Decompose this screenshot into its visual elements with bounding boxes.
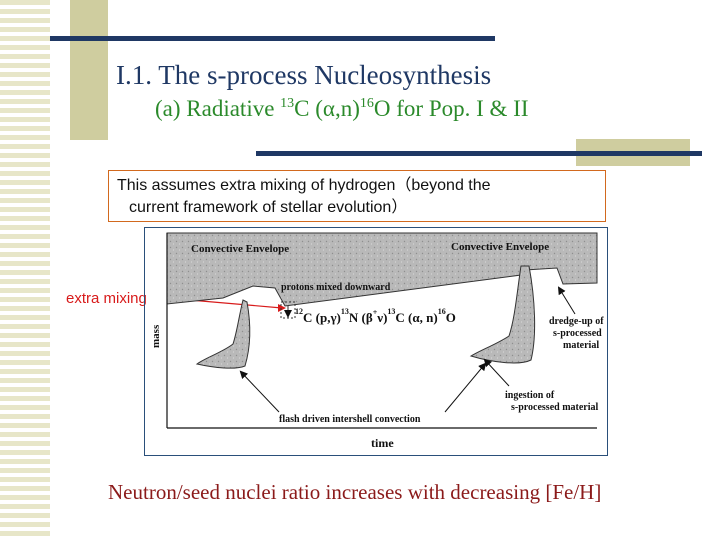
label-dredge-line-1: dredge-up of (549, 316, 604, 327)
flash-arrow-left (239, 370, 280, 413)
y-axis-label: mass (150, 324, 162, 348)
label-protons-mixed: protons mixed downward (281, 282, 391, 293)
dredge-arrow (557, 286, 576, 315)
s-process-diagram: Convective Envelope Convective Envelope … (144, 227, 608, 456)
label-convective-envelope-left: Convective Envelope (191, 243, 289, 255)
label-convective-envelope-right: Convective Envelope (451, 241, 549, 253)
striped-side-decoration (0, 0, 50, 540)
extra-mixing-label: extra mixing (66, 290, 147, 307)
navy-rule-top (50, 36, 495, 41)
navy-rule-mid (256, 151, 702, 156)
label-ingestion-line-2: s-processed material (511, 402, 599, 413)
label-dredge-line-3: material (563, 340, 599, 351)
slide-subtitle: (a) Radiative 13C (α,n)16O for Pop. I & … (155, 96, 529, 121)
note-line-1: This assumes extra mixing of hydrogen（be… (117, 177, 491, 194)
intershell-convection-left (195, 299, 251, 369)
bottom-conclusion: Neutron/seed nuclei ratio increases with… (108, 480, 602, 504)
proton-pocket-box (280, 301, 296, 319)
intershell-convection-right (469, 265, 536, 364)
khaki-accent-block-top (70, 0, 108, 140)
label-ingestion-line-1: ingestion of (505, 390, 555, 401)
label-dredge-line-2: s-processed (553, 328, 602, 339)
note-line-2: current framework of stellar evolution） (129, 199, 408, 216)
reaction-chain: 12C (p,γ)13N (β+ν)13C (α, n)16O (295, 307, 456, 325)
ingestion-arrow (483, 358, 510, 387)
flash-arrow-right (444, 362, 487, 413)
x-axis-label: time (371, 436, 394, 450)
assumption-note-box: This assumes extra mixing of hydrogen（be… (108, 170, 606, 222)
slide-title: I.1. The s-process Nucleosynthesis (116, 60, 492, 90)
label-flash-convection: flash driven intershell convection (279, 414, 421, 425)
